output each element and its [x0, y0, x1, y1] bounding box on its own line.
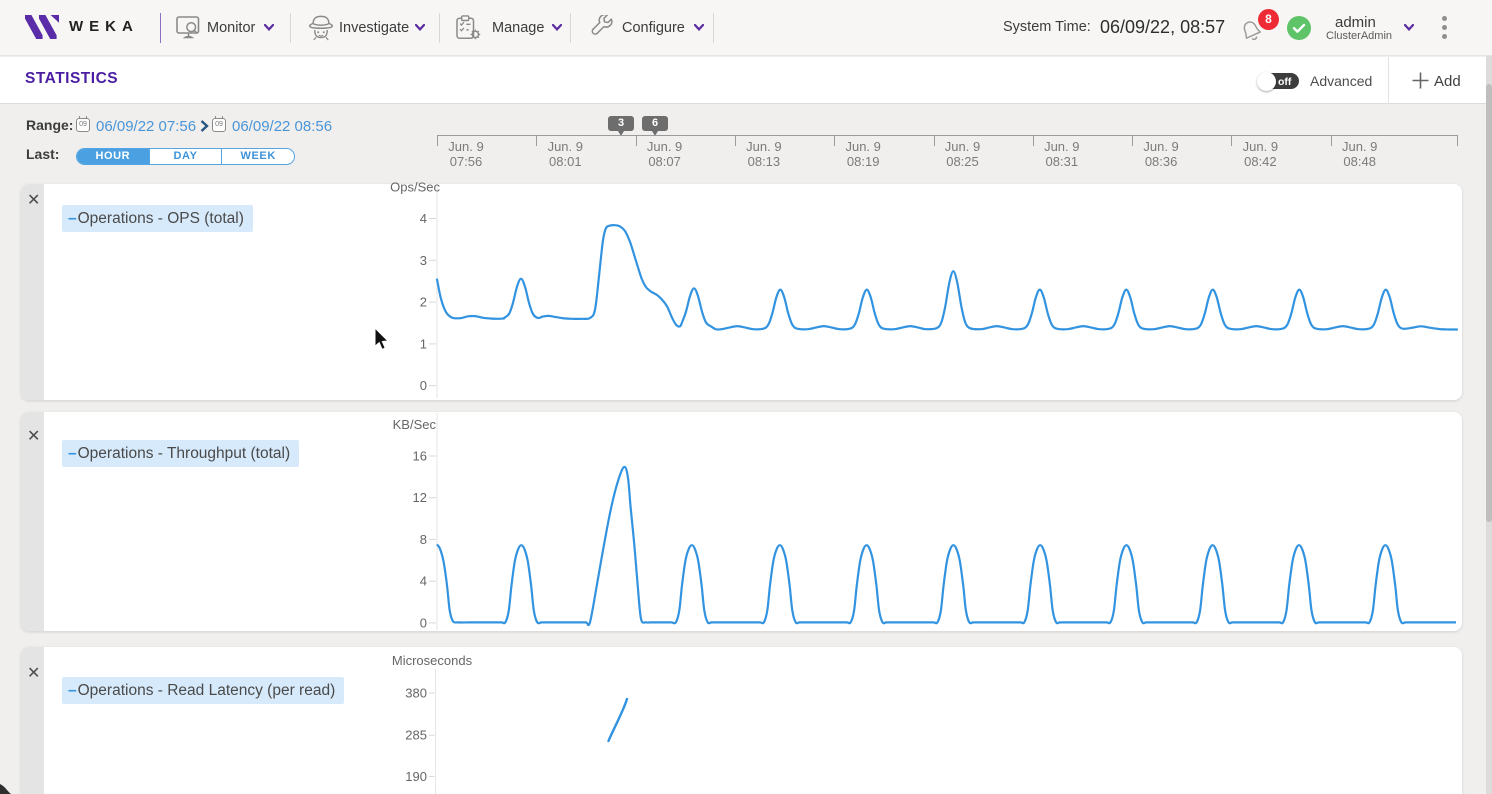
svg-text:16: 16 — [413, 449, 427, 464]
svg-text:4: 4 — [420, 211, 427, 226]
svg-text:0: 0 — [420, 378, 427, 393]
svg-text:190: 190 — [405, 769, 427, 784]
svg-text:3: 3 — [420, 253, 427, 268]
svg-text:KB/Sec: KB/Sec — [393, 417, 437, 432]
svg-text:Ops/Sec: Ops/Sec — [390, 180, 440, 195]
svg-text:380: 380 — [405, 686, 427, 701]
svg-text:12: 12 — [413, 490, 427, 505]
svg-text:0: 0 — [420, 615, 427, 630]
svg-text:1: 1 — [420, 336, 427, 351]
svg-text:8: 8 — [420, 532, 427, 547]
svg-text:4: 4 — [420, 574, 427, 589]
svg-text:285: 285 — [405, 728, 427, 743]
svg-text:2: 2 — [420, 295, 427, 310]
svg-text:Microseconds: Microseconds — [392, 653, 473, 668]
